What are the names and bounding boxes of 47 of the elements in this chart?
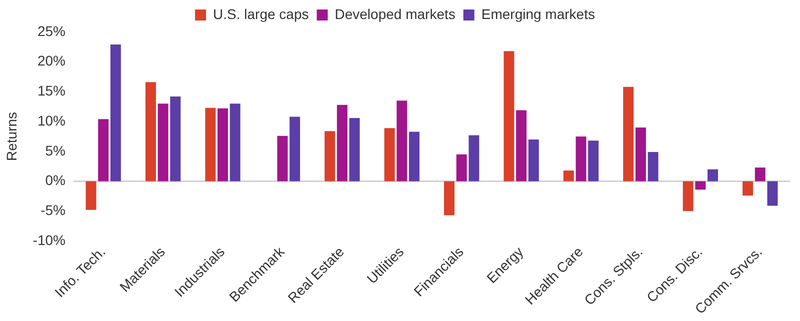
bar	[170, 96, 181, 182]
bar	[742, 181, 754, 196]
bar	[682, 181, 694, 212]
bar	[145, 82, 156, 182]
legend-label: Emerging markets	[481, 6, 595, 22]
bar	[408, 132, 420, 182]
bar	[767, 181, 778, 206]
y-tick-label: 5%	[45, 142, 66, 158]
y-tick-label: 0%	[45, 172, 66, 188]
y-tick-label: 15%	[37, 82, 66, 99]
y-tick-label: -5%	[40, 202, 66, 218]
bar	[230, 104, 240, 182]
bar	[349, 118, 360, 182]
bar	[648, 152, 658, 182]
bar	[86, 181, 96, 210]
bar	[98, 119, 109, 182]
bar	[158, 104, 168, 182]
y-tick-label: 25%	[37, 22, 66, 39]
bar	[277, 136, 288, 182]
bar	[528, 139, 539, 182]
y-tick-label: -10%	[32, 232, 66, 248]
bar	[563, 170, 574, 182]
bar	[516, 110, 527, 182]
bar	[504, 51, 514, 182]
bar	[444, 181, 454, 216]
bar	[708, 169, 718, 182]
bar	[110, 44, 121, 182]
legend-label: U.S. large caps	[213, 6, 309, 22]
bar	[290, 116, 300, 182]
bar	[384, 128, 395, 182]
bar	[695, 181, 706, 190]
bar	[336, 104, 348, 182]
bar	[396, 100, 408, 182]
bar	[635, 128, 646, 182]
bar	[468, 135, 480, 182]
bar	[623, 86, 634, 182]
bar	[456, 154, 467, 182]
bar	[324, 131, 336, 182]
y-tick-label: 20%	[37, 52, 66, 69]
bar	[588, 140, 599, 182]
bar	[576, 136, 586, 182]
y-axis-title: Returns	[3, 112, 20, 161]
bar	[205, 108, 216, 182]
legend-label: Developed markets	[334, 6, 456, 22]
bar	[754, 168, 766, 182]
bar	[218, 108, 228, 182]
y-tick-label: 10%	[37, 112, 66, 128]
